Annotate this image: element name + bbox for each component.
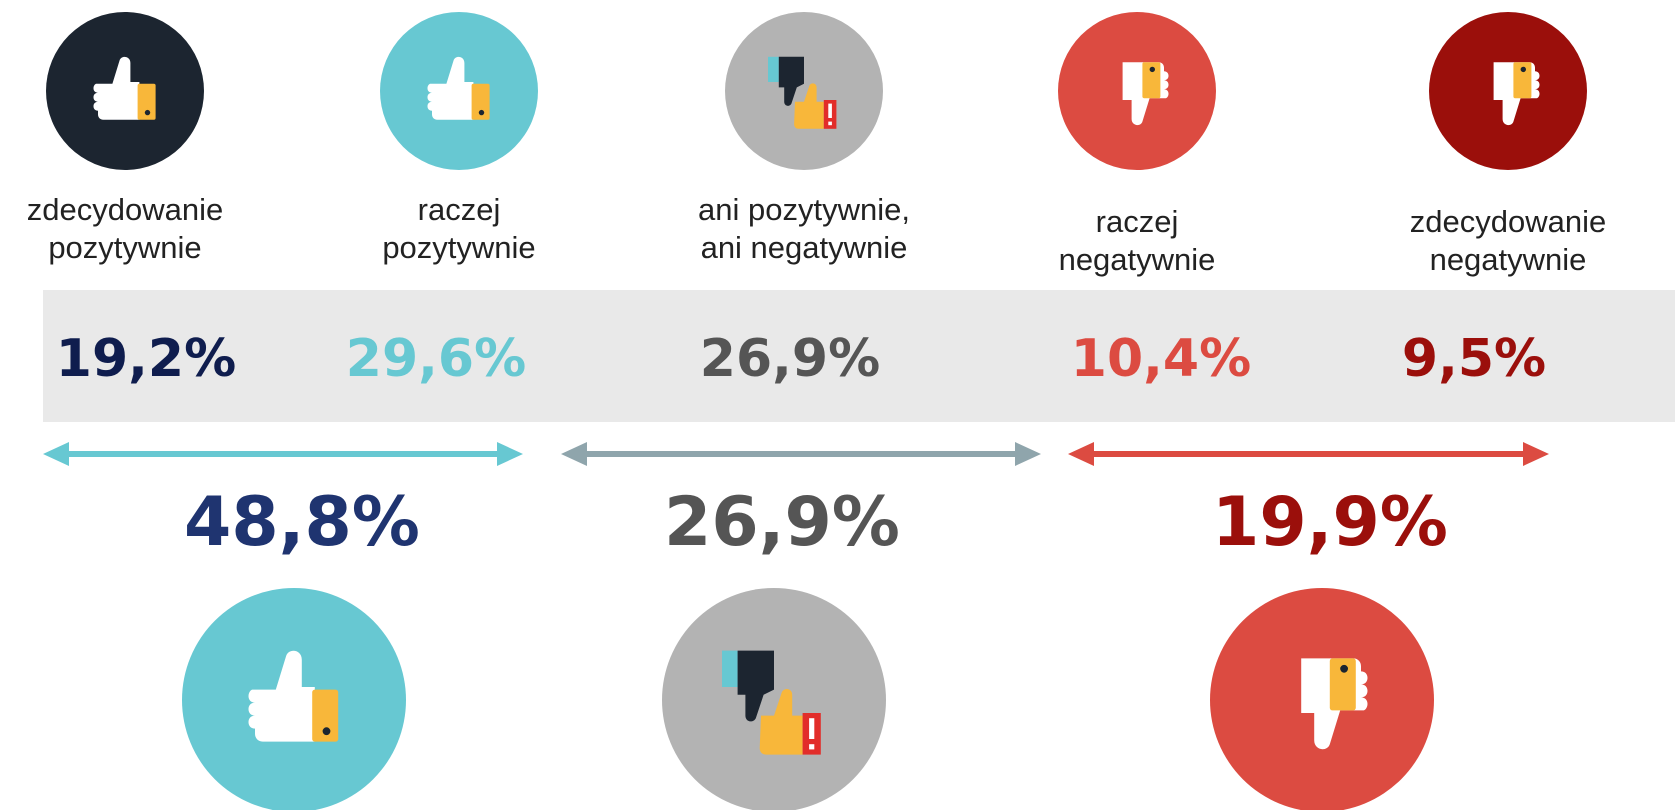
category-value: 26,9% <box>700 329 880 389</box>
category-label: ani negatywnie <box>701 230 908 265</box>
category-circle <box>725 12 883 170</box>
category-label: negatywnie <box>1059 242 1216 277</box>
category-label: ani pozytywnie, <box>698 192 910 227</box>
category-label: raczej <box>418 192 501 227</box>
category-label: raczej <box>1096 204 1179 239</box>
group-value: 26,9% <box>664 483 900 562</box>
category-label: negatywnie <box>1430 242 1587 277</box>
category-value: 10,4% <box>1071 329 1251 389</box>
category-value: 29,6% <box>346 329 526 389</box>
category-value: 19,2% <box>56 329 236 389</box>
category-label: pozytywnie <box>382 230 535 265</box>
group-circle <box>662 588 886 810</box>
category-label: zdecydowanie <box>1410 204 1606 239</box>
category-label: zdecydowanie <box>27 192 223 227</box>
value-band <box>43 290 1675 422</box>
group-value: 48,8% <box>184 483 420 562</box>
group-value: 19,9% <box>1212 483 1448 562</box>
category-label: pozytywnie <box>48 230 201 265</box>
category-value: 9,5% <box>1402 329 1546 389</box>
